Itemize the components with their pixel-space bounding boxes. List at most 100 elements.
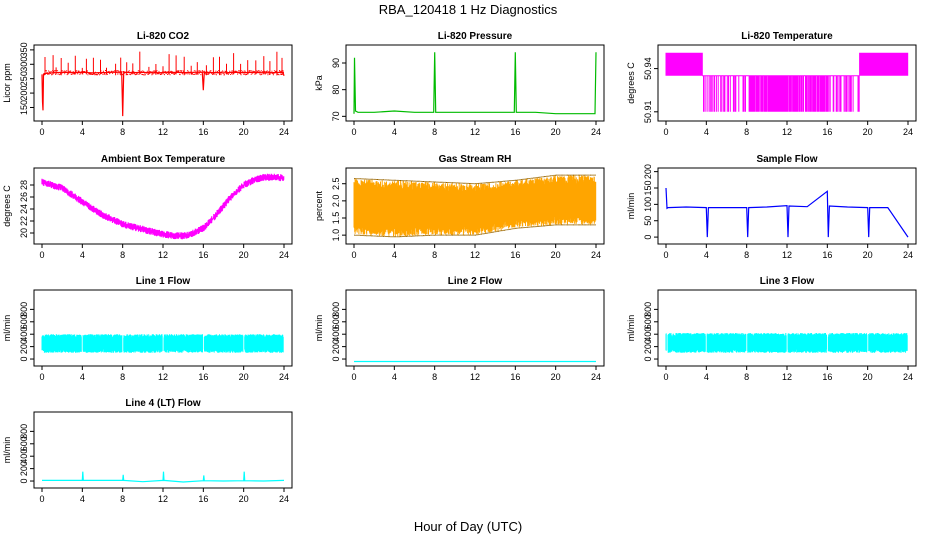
x-tick-label: 8 (120, 250, 125, 260)
x-tick-label: 20 (239, 250, 249, 260)
x-tick-label: 16 (198, 494, 208, 504)
x-tick-label: 4 (704, 250, 709, 260)
series-line (42, 471, 285, 483)
x-tick-label: 24 (279, 372, 289, 382)
x-tick-label: 16 (198, 250, 208, 260)
x-tick-label: 16 (822, 372, 832, 382)
x-tick-label: 4 (392, 372, 397, 382)
x-tick-label: 24 (903, 250, 913, 260)
data-layer (42, 471, 285, 483)
data-layer (41, 173, 285, 240)
x-tick-label: 16 (510, 127, 520, 137)
y-axis-label: degrees C (626, 62, 636, 104)
y-tick-label: 50.94 (643, 57, 653, 80)
panel-3: Li-820 Temperature 0 4 8 12 16 20 24 50.91 50.94 d… (626, 31, 917, 137)
y-tick-label: 600 (331, 314, 341, 329)
y-tick-label: 200 (643, 339, 653, 354)
x-tick-label: 24 (903, 127, 913, 137)
y-axis-label: percent (314, 190, 324, 221)
y-axis-label: ml/min (626, 193, 636, 220)
y-tick-label: 2.0 (331, 195, 341, 208)
data-layer (41, 51, 285, 117)
x-tick-label: 0 (351, 372, 356, 382)
y-tick-label: 20 (19, 228, 29, 238)
plot-frame (345, 44, 605, 122)
figure-xlabel: Hour of Day (UTC) (414, 519, 522, 534)
y-tick-label: 600 (19, 314, 29, 329)
x-tick-label: 12 (470, 250, 480, 260)
data-layer (41, 334, 284, 353)
series-line (41, 71, 285, 117)
x-tick-label: 8 (120, 372, 125, 382)
y-tick-label: 70 (331, 111, 341, 121)
y-tick-label: 2.5 (331, 177, 341, 190)
series-line (353, 52, 597, 115)
x-tick-label: 4 (80, 494, 85, 504)
panel-title: Li-820 CO2 (137, 31, 190, 42)
plot-frame (33, 289, 293, 367)
y-tick-label: 0 (643, 357, 653, 362)
x-tick-label: 12 (782, 127, 792, 137)
y-tick-label: 800 (331, 302, 341, 317)
x-tick-label: 20 (863, 372, 873, 382)
y-tick-label: 600 (19, 436, 29, 451)
x-tick-label: 0 (39, 372, 44, 382)
x-tick-label: 24 (591, 127, 601, 137)
data-layer (353, 52, 597, 115)
x-tick-label: 12 (470, 127, 480, 137)
x-tick-label: 20 (239, 494, 249, 504)
panel-10: Line 4 (LT) Flow 0 4 8 12 16 20 24 0 200400600800… (2, 398, 293, 504)
panel-title: Line 3 Flow (760, 276, 815, 287)
x-tick-label: 0 (39, 250, 44, 260)
series-line (665, 52, 909, 112)
y-tick-label: 80 (331, 85, 341, 95)
x-tick-label: 24 (279, 494, 289, 504)
y-tick-label: 0 (19, 479, 29, 484)
y-tick-label: 800 (643, 302, 653, 317)
x-tick-label: 20 (551, 250, 561, 260)
x-tick-label: 0 (663, 250, 668, 260)
data-layer (665, 187, 909, 238)
x-tick-label: 0 (39, 494, 44, 504)
y-tick-label: 800 (19, 424, 29, 439)
x-tick-label: 8 (744, 250, 749, 260)
panel-title: Line 2 Flow (448, 276, 503, 287)
x-tick-label: 24 (591, 250, 601, 260)
y-tick-label: 90 (331, 58, 341, 68)
plot-frame (657, 289, 917, 367)
x-tick-label: 8 (432, 372, 437, 382)
plot-frame (345, 289, 605, 367)
series-band (665, 333, 908, 353)
x-tick-label: 8 (744, 372, 749, 382)
y-tick-label: 28 (19, 180, 29, 190)
x-tick-label: 12 (158, 494, 168, 504)
x-tick-label: 12 (470, 372, 480, 382)
x-tick-label: 12 (158, 372, 168, 382)
x-tick-label: 4 (80, 372, 85, 382)
y-tick-label: 22 (19, 216, 29, 226)
x-tick-label: 16 (822, 250, 832, 260)
y-tick-label: 200 (643, 164, 653, 179)
y-tick-label: 200 (19, 86, 29, 101)
x-tick-label: 20 (551, 372, 561, 382)
x-tick-label: 24 (591, 372, 601, 382)
y-tick-label: 200 (19, 461, 29, 476)
x-tick-label: 0 (351, 127, 356, 137)
x-tick-label: 16 (822, 127, 832, 137)
x-tick-label: 24 (279, 250, 289, 260)
series-line (665, 187, 909, 238)
x-tick-label: 8 (120, 127, 125, 137)
y-tick-label: 200 (331, 339, 341, 354)
panel-title: Line 1 Flow (136, 276, 191, 287)
series-band (353, 175, 597, 237)
x-tick-label: 16 (510, 372, 520, 382)
x-tick-label: 4 (704, 127, 709, 137)
panel-5: Gas Stream RH 0 4 8 12 16 20 24 1.0 1.5 2.0 2.5 perc… (314, 154, 605, 260)
panel-title: Line 4 (LT) Flow (125, 398, 201, 409)
plot-frame (33, 44, 293, 122)
x-tick-label: 4 (392, 127, 397, 137)
y-tick-label: 100 (643, 197, 653, 212)
